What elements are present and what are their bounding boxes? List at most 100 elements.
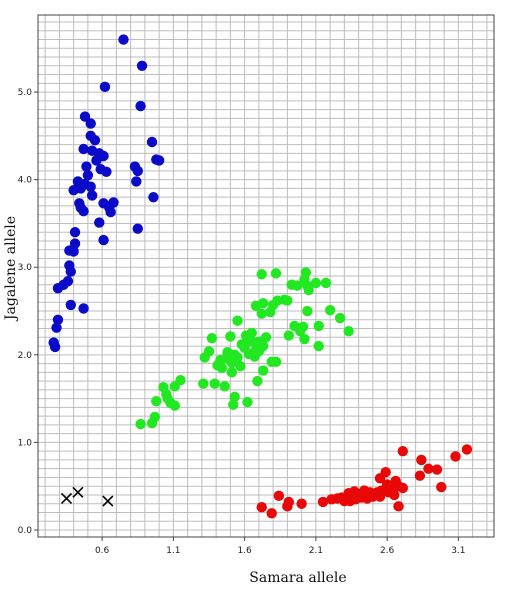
series-0-point	[98, 234, 109, 246]
series-0-point	[108, 197, 119, 208]
series-1-point	[249, 351, 260, 362]
series-1-point	[151, 396, 162, 407]
series-1-point	[212, 360, 223, 371]
series-0-point	[99, 81, 111, 93]
series-0-point	[135, 100, 146, 112]
series-0-point	[146, 136, 158, 148]
series-0-point	[81, 161, 92, 172]
series-0-point	[85, 118, 96, 129]
series-1-point	[260, 332, 272, 343]
series-1-point	[270, 356, 282, 368]
series-1-point	[313, 320, 324, 332]
series-1-point	[283, 330, 294, 341]
series-2-point	[389, 489, 400, 501]
series-0-point	[79, 111, 91, 122]
series-1-point	[270, 268, 282, 279]
grid-lines	[38, 15, 494, 537]
x-tick-label: 1.1	[166, 546, 180, 556]
series-1-point	[169, 400, 180, 411]
series-0-point	[51, 322, 62, 333]
series-0-point	[52, 314, 64, 325]
series-0-point	[49, 341, 61, 353]
series-1-point	[246, 327, 257, 339]
series-1-point	[135, 418, 146, 430]
series-1-point	[302, 305, 313, 317]
series-2-point	[317, 496, 329, 508]
cross-point	[60, 492, 73, 505]
series-1-point	[256, 308, 267, 319]
series-0-point	[69, 227, 81, 238]
series-1-point	[229, 391, 240, 403]
series-1-point	[146, 417, 158, 429]
plot-frame	[37, 14, 495, 538]
series-1-point	[235, 361, 246, 372]
series-2-point	[256, 502, 267, 513]
series-1-point	[203, 346, 215, 357]
series-2-point	[296, 498, 307, 509]
series-0-point	[89, 135, 101, 146]
series-2-point	[393, 501, 404, 512]
series-0-point	[78, 205, 89, 217]
series-1-point	[225, 331, 236, 342]
series-1-point	[250, 300, 262, 311]
series-1-point	[313, 340, 324, 352]
y-tick-label: 5.0	[18, 88, 33, 98]
series-1-point	[209, 378, 220, 389]
series-1-point	[232, 315, 243, 326]
y-tick-label: 0.0	[18, 526, 33, 536]
series-0-point	[136, 60, 148, 71]
series-0-point	[52, 283, 64, 294]
series-0-point	[101, 166, 112, 177]
series-0-point	[105, 206, 116, 218]
y-tick-label: 2.0	[18, 351, 33, 361]
series-0-point	[69, 238, 81, 249]
y-axis-title: Jagalene allele	[3, 216, 19, 322]
series-2-point	[374, 491, 386, 502]
series-0-point	[78, 143, 89, 155]
series-1-point	[236, 339, 247, 350]
series-0-point	[85, 181, 96, 192]
series-1-point	[226, 357, 237, 368]
series-1-point	[256, 269, 267, 280]
series-0-point	[148, 191, 159, 203]
series-2-point	[423, 463, 434, 474]
series-0-point	[118, 34, 129, 45]
series-0-point	[153, 155, 165, 166]
x-axis-ticks: 0.6 1.1 1.6 2.1 2.6 3.1	[95, 537, 466, 556]
x-tick-label: 2.1	[309, 546, 323, 556]
cross-point	[72, 486, 84, 498]
series-0-point	[94, 217, 105, 228]
data-points	[48, 34, 473, 519]
series-0-point	[82, 170, 94, 181]
x-axis-title: Samara allele	[249, 570, 346, 586]
series-1-point	[226, 367, 237, 378]
series-0-point	[131, 176, 142, 187]
series-0-point	[68, 184, 79, 196]
series-1-point	[246, 336, 257, 347]
y-axis-ticks: 0.0 1.0 2.0 3.0 4.0 5.0	[18, 88, 38, 536]
series-2-point	[266, 508, 277, 519]
series-2-point	[416, 454, 427, 466]
series-1-point	[198, 378, 209, 389]
series-0-point	[78, 303, 89, 314]
series-2-point	[397, 482, 408, 494]
series-1-point	[303, 284, 314, 296]
series-2-point	[374, 473, 386, 484]
series-1-point	[292, 280, 303, 291]
series-0-point	[64, 245, 75, 256]
series-2-point	[450, 451, 461, 462]
series-1-point	[334, 312, 346, 324]
series-0-point	[91, 155, 102, 166]
series-0-point	[65, 266, 76, 277]
x-tick-label: 0.6	[95, 546, 110, 556]
series-1-point	[282, 295, 293, 306]
series-1-point	[252, 375, 263, 387]
series-1-point	[324, 304, 336, 316]
series-1-point	[343, 325, 354, 337]
series-2-point	[436, 481, 447, 493]
cross-point	[102, 495, 114, 507]
series-1-point	[299, 333, 310, 345]
series-1-point	[320, 277, 332, 289]
series-2-point	[461, 444, 473, 455]
